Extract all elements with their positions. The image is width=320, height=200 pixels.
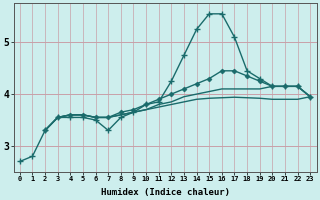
X-axis label: Humidex (Indice chaleur): Humidex (Indice chaleur) xyxy=(100,188,229,197)
